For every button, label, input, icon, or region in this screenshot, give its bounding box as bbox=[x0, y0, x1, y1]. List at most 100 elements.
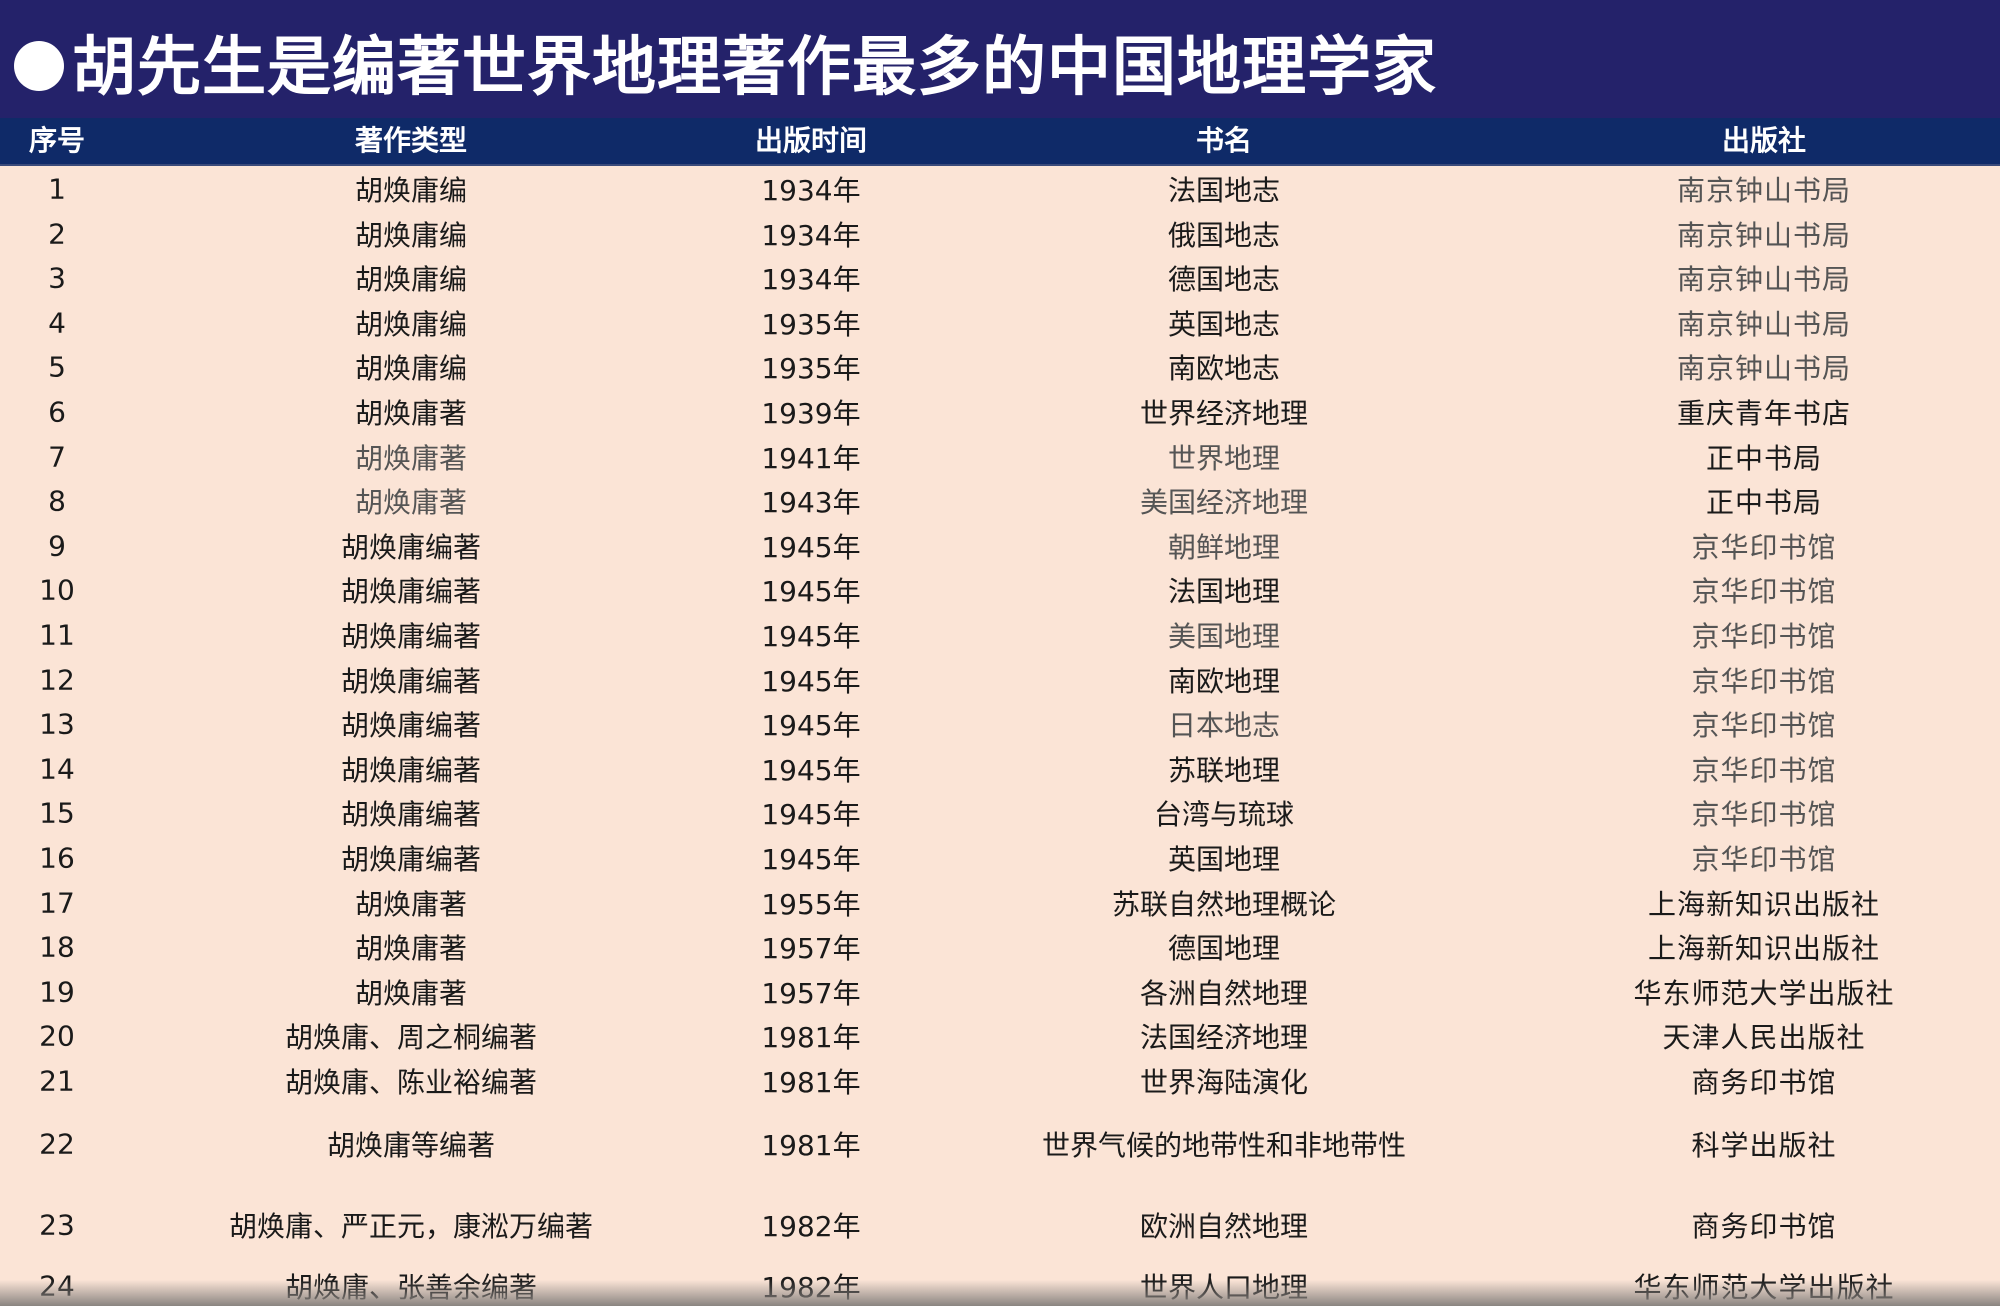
cell-type: 胡焕庸、严正元，康淞万编著 bbox=[228, 1210, 594, 1243]
cell-publisher: 南京钟山书局 bbox=[1676, 352, 1852, 386]
cell-date: 1934年 bbox=[761, 174, 861, 207]
cell-publisher: 京华印书馆 bbox=[1691, 664, 1837, 698]
cell-type: 胡焕庸编著 bbox=[340, 798, 482, 832]
cell-title: 苏联自然地理概论 bbox=[1111, 887, 1337, 921]
header-type: 著作类型 bbox=[354, 124, 468, 157]
cell-date: 1981年 bbox=[761, 1066, 861, 1099]
cell-title: 世界气候的地带性和非地带性 bbox=[1041, 1129, 1407, 1162]
cell-date: 1935年 bbox=[761, 307, 861, 341]
cell-date: 1981年 bbox=[761, 1129, 861, 1162]
cell-index: 7 bbox=[48, 440, 66, 474]
cell-publisher: 上海新知识出版社 bbox=[1647, 887, 1881, 921]
cell-index: 4 bbox=[48, 306, 66, 340]
cell-title: 世界地理 bbox=[1167, 441, 1281, 475]
cell-type: 胡焕庸编著 bbox=[340, 753, 482, 787]
cell-date: 1945年 bbox=[761, 664, 861, 698]
cell-index: 16 bbox=[39, 841, 75, 875]
cell-date: 1935年 bbox=[761, 352, 861, 386]
cell-title: 美国地理 bbox=[1167, 620, 1281, 653]
cell-date: 1945年 bbox=[761, 753, 861, 787]
cell-publisher: 京华印书馆 bbox=[1691, 620, 1837, 653]
cell-type: 胡焕庸著 bbox=[354, 976, 468, 1010]
cell-type: 胡焕庸编 bbox=[354, 263, 468, 297]
cell-index: 5 bbox=[48, 350, 66, 384]
cell-publisher: 上海新知识出版社 bbox=[1647, 932, 1881, 966]
cell-type: 胡焕庸著 bbox=[354, 486, 468, 520]
cell-publisher: 华东师范大学出版社 bbox=[1633, 976, 1895, 1010]
header-publisher: 出版社 bbox=[1721, 124, 1807, 157]
cell-index: 13 bbox=[39, 707, 75, 741]
cell-index: 9 bbox=[48, 529, 66, 563]
cell-index: 17 bbox=[39, 886, 75, 920]
cell-date: 1943年 bbox=[761, 486, 861, 520]
header-title: 书名 bbox=[1195, 124, 1253, 157]
cell-title: 法国经济地理 bbox=[1139, 1021, 1309, 1055]
cell-index: 14 bbox=[39, 752, 75, 786]
cell-publisher: 商务印书馆 bbox=[1691, 1066, 1837, 1099]
cell-type: 胡焕庸著 bbox=[354, 397, 468, 430]
cell-index: 23 bbox=[39, 1208, 75, 1242]
cell-date: 1957年 bbox=[761, 976, 861, 1010]
cell-publisher: 京华印书馆 bbox=[1691, 709, 1837, 743]
cell-publisher: 京华印书馆 bbox=[1691, 575, 1837, 609]
cell-publisher: 京华印书馆 bbox=[1691, 753, 1837, 787]
cell-index: 3 bbox=[48, 261, 66, 295]
cell-type: 胡焕庸著 bbox=[354, 932, 468, 966]
cell-type: 胡焕庸著 bbox=[354, 441, 468, 475]
cell-title: 苏联地理 bbox=[1167, 753, 1281, 787]
cell-date: 1934年 bbox=[761, 263, 861, 297]
cell-type: 胡焕庸编著 bbox=[340, 709, 482, 743]
cell-title: 朝鲜地理 bbox=[1167, 530, 1281, 564]
cell-publisher: 南京钟山书局 bbox=[1676, 174, 1852, 207]
cell-publisher: 天津人民出版社 bbox=[1662, 1021, 1866, 1055]
cell-publisher: 京华印书馆 bbox=[1691, 530, 1837, 564]
cell-title: 俄国地志 bbox=[1167, 218, 1281, 252]
cell-date: 1945年 bbox=[761, 530, 861, 564]
cell-publisher: 南京钟山书局 bbox=[1676, 218, 1852, 252]
cell-index: 10 bbox=[39, 573, 75, 607]
page-title: 胡先生是编著世界地理著作最多的中国地理学家 bbox=[14, 28, 1437, 108]
cell-title: 日本地志 bbox=[1167, 709, 1281, 743]
cell-title: 世界海陆演化 bbox=[1139, 1066, 1309, 1099]
cell-date: 1981年 bbox=[761, 1021, 861, 1055]
cell-publisher: 商务印书馆 bbox=[1691, 1210, 1837, 1243]
cell-type: 胡焕庸等编著 bbox=[326, 1129, 496, 1162]
title-bar: 胡先生是编著世界地理著作最多的中国地理学家 bbox=[0, 0, 2000, 118]
cell-title: 法国地理 bbox=[1167, 575, 1281, 609]
table-header: 序号 著作类型 出版时间 书名 出版社 bbox=[0, 118, 2000, 166]
cell-publisher: 南京钟山书局 bbox=[1676, 307, 1852, 341]
cell-index: 22 bbox=[39, 1127, 75, 1161]
cell-type: 胡焕庸编著 bbox=[340, 664, 482, 698]
cell-title: 德国地理 bbox=[1167, 932, 1281, 966]
cell-date: 1955年 bbox=[761, 887, 861, 921]
cell-date: 1957年 bbox=[761, 932, 861, 966]
cell-index: 18 bbox=[39, 930, 75, 964]
cell-publisher: 京华印书馆 bbox=[1691, 798, 1837, 832]
cell-type: 胡焕庸编 bbox=[354, 307, 468, 341]
cell-index: 11 bbox=[39, 618, 75, 652]
cell-title: 南欧地理 bbox=[1167, 664, 1281, 698]
cell-type: 胡焕庸编著 bbox=[340, 620, 482, 653]
cell-publisher: 正中书局 bbox=[1705, 486, 1823, 520]
cell-title: 台湾与琉球 bbox=[1153, 798, 1295, 832]
cell-publisher: 南京钟山书局 bbox=[1676, 263, 1852, 297]
cell-date: 1945年 bbox=[761, 575, 861, 609]
cell-date: 1939年 bbox=[761, 397, 861, 430]
cell-index: 1 bbox=[48, 172, 66, 206]
cell-title: 英国地志 bbox=[1167, 307, 1281, 341]
header-date: 出版时间 bbox=[754, 124, 868, 157]
header-index: 序号 bbox=[28, 124, 86, 157]
cell-title: 世界经济地理 bbox=[1139, 397, 1309, 430]
cell-type: 胡焕庸编 bbox=[354, 174, 468, 207]
cell-index: 6 bbox=[48, 395, 66, 429]
bottom-shadow bbox=[0, 1280, 2000, 1306]
cell-index: 21 bbox=[39, 1064, 75, 1098]
cell-publisher: 重庆青年书店 bbox=[1676, 397, 1852, 430]
cell-title: 法国地志 bbox=[1167, 174, 1281, 207]
cell-index: 15 bbox=[39, 796, 75, 830]
cell-type: 胡焕庸编著 bbox=[340, 575, 482, 609]
cell-type: 胡焕庸编 bbox=[354, 352, 468, 386]
cell-date: 1982年 bbox=[761, 1210, 861, 1243]
cell-date: 1945年 bbox=[761, 798, 861, 832]
page-title-text: 胡先生是编著世界地理著作最多的中国地理学家 bbox=[72, 31, 1437, 105]
